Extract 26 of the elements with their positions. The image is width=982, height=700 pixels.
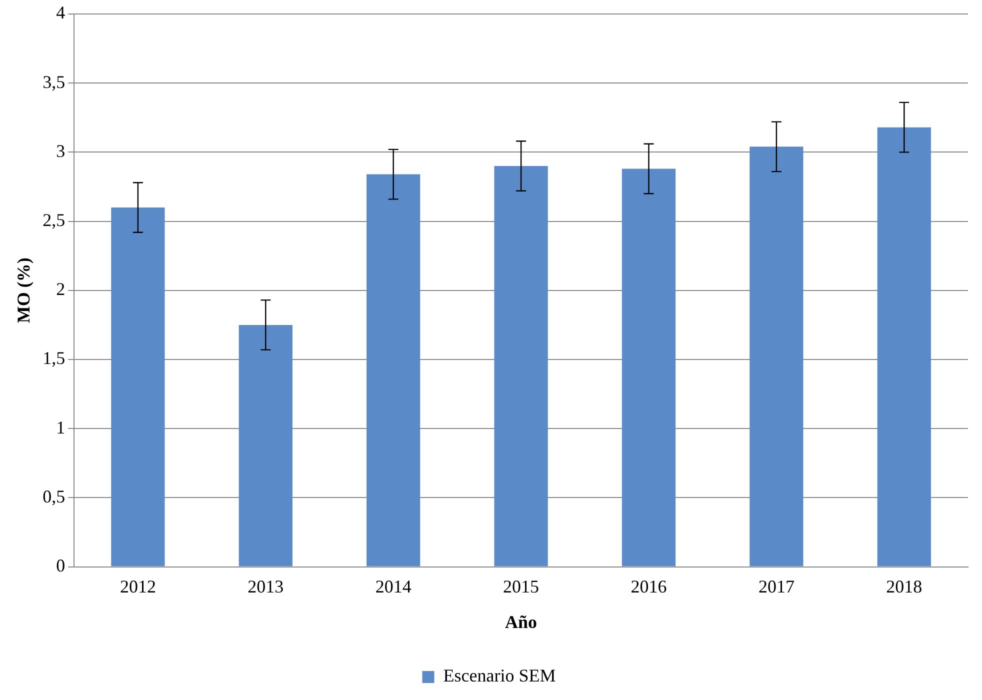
bar [366,174,420,566]
y-tick-label: 2,5 [42,210,66,230]
bar [622,168,676,566]
y-tick-label: 0,5 [42,486,66,506]
x-tick-label: 2017 [758,576,794,596]
y-tick-label: 1,5 [42,348,66,368]
y-tick-label: 1 [56,417,66,438]
bar [494,166,548,566]
legend-label: Escenario SEM [443,666,556,686]
bar [238,324,292,566]
x-tick-label: 2012 [120,576,156,596]
y-tick-label: 4 [56,2,66,23]
y-tick-label: 3,5 [42,72,66,92]
x-tick-label: 2016 [630,576,667,596]
y-tick-label: 3 [56,140,66,161]
x-tick-label: 2015 [503,576,540,596]
x-tick-label: 2018 [886,576,922,596]
y-axis-title: MO (%) [13,258,34,324]
bar [877,127,931,566]
bar [111,207,165,566]
y-tick-label: 2 [56,279,66,300]
x-axis-title: Año [505,612,538,632]
x-tick-label: 2014 [375,576,412,596]
x-tick-label: 2013 [248,576,284,596]
y-tick-label: 0 [56,556,66,576]
bar [750,146,804,566]
